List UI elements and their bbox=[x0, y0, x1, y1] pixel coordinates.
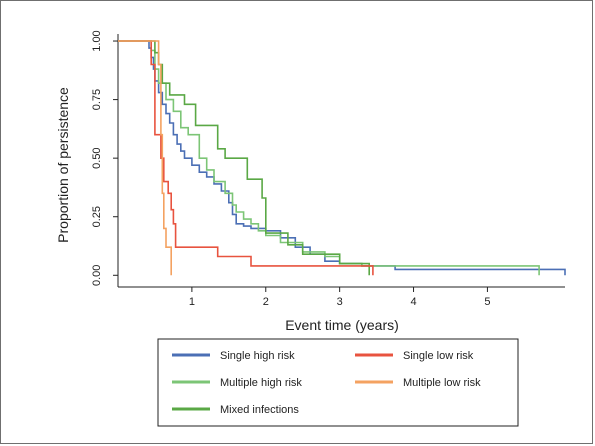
series-line-single-high-risk bbox=[118, 40, 566, 276]
y-axis-label: Proportion of persistence bbox=[55, 87, 71, 243]
x-tick-label: 4 bbox=[410, 296, 416, 308]
x-tick-label: 1 bbox=[189, 296, 195, 308]
x-tick-label: 2 bbox=[263, 296, 269, 308]
series-line-multiple-low-risk bbox=[118, 40, 172, 276]
y-tick-label: 1.00 bbox=[91, 30, 103, 51]
y-tick-label: 0.75 bbox=[91, 89, 103, 110]
legend-box bbox=[157, 338, 519, 427]
x-tick-label: 5 bbox=[484, 296, 490, 308]
legend-label: Multiple high risk bbox=[220, 377, 302, 389]
legend-label: Multiple low risk bbox=[403, 377, 481, 389]
y-tick-label: 0.50 bbox=[91, 147, 103, 168]
series-layer bbox=[118, 40, 566, 276]
x-tick-label: 3 bbox=[337, 296, 343, 308]
x-axis-label: Event time (years) bbox=[285, 317, 399, 333]
legend-label: Mixed infections bbox=[220, 404, 299, 416]
legend-label: Single low risk bbox=[403, 350, 474, 362]
chart-axes: 1 2 3 4 5 0.00 0.25 0.50 0.75 1.00 bbox=[91, 30, 565, 308]
y-tick-label: 0.25 bbox=[91, 206, 103, 227]
series-line-single-low-risk bbox=[118, 40, 374, 276]
legend: Single high risk Multiple high risk Mixed … bbox=[157, 338, 519, 427]
series-line-multiple-high-risk bbox=[118, 40, 540, 276]
y-tick-label: 0.00 bbox=[91, 265, 103, 286]
legend-label: Single high risk bbox=[220, 350, 295, 362]
